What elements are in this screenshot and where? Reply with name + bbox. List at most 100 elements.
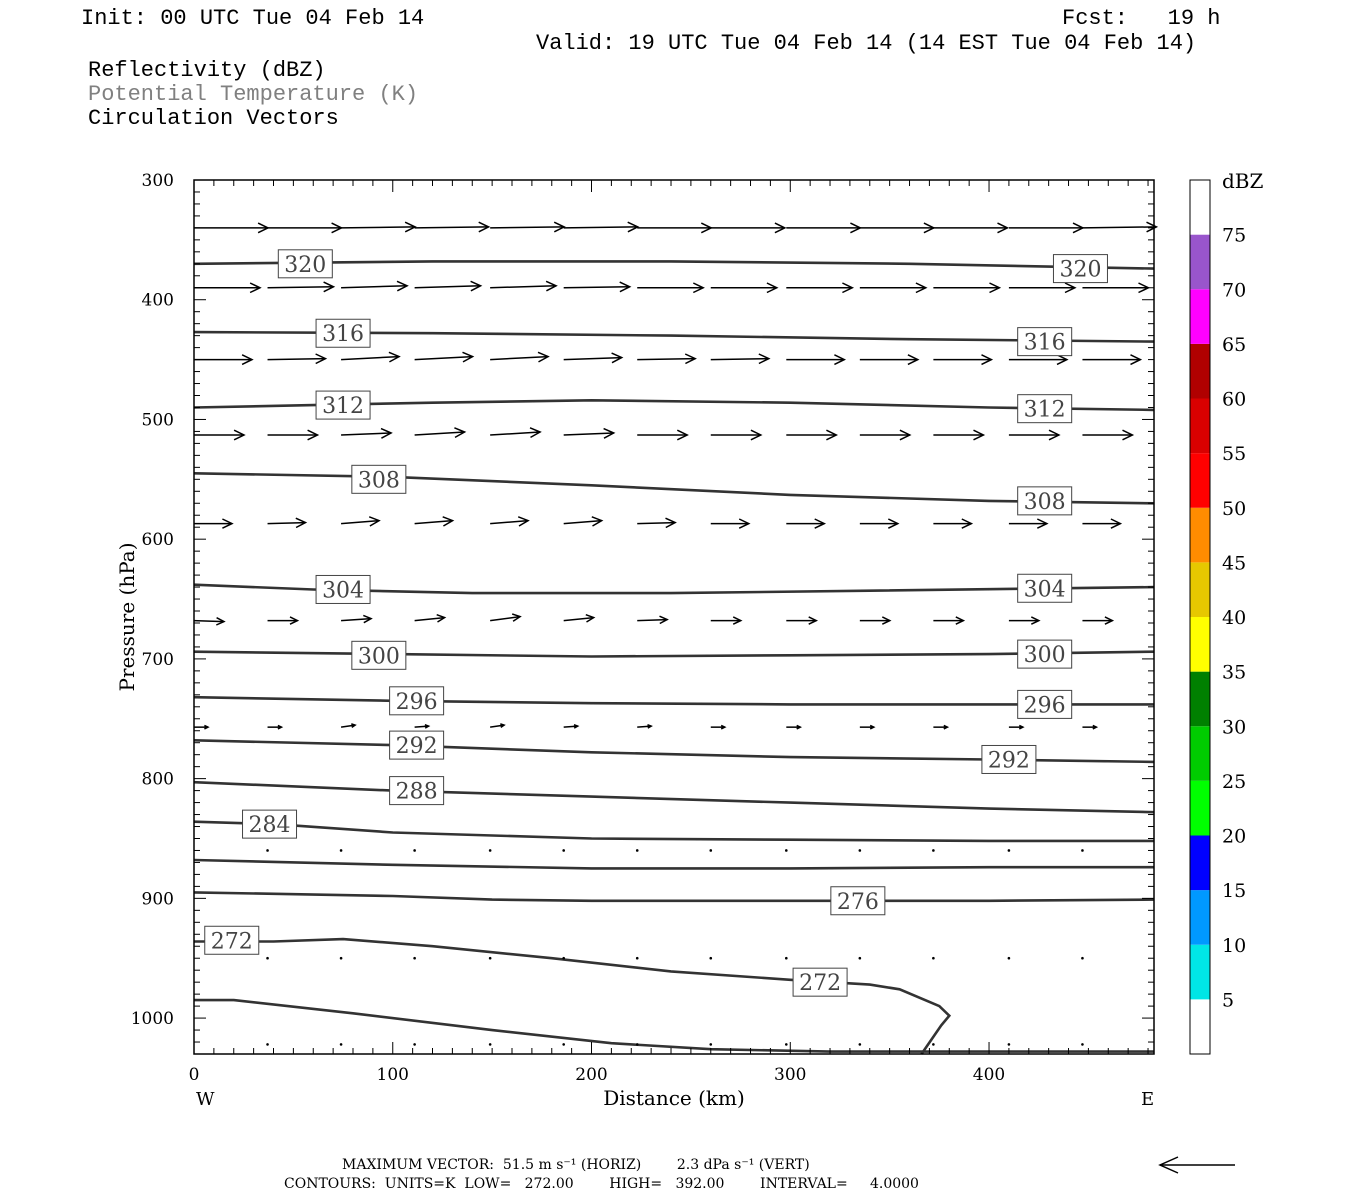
max-vector-text: MAXIMUM VECTOR: 51.5 m s⁻¹ (HORIZ) 2.3 d… <box>342 1157 810 1173</box>
contour-label-292: 292 <box>396 734 438 759</box>
y-tick-label: 500 <box>142 410 174 430</box>
y-tick-label: 700 <box>142 650 174 670</box>
contour-label-box <box>1052 254 1108 284</box>
vector-head <box>955 616 966 625</box>
vector-point <box>858 849 862 852</box>
contour-label-304: 304 <box>322 578 364 603</box>
contour-label-box <box>315 574 371 604</box>
vector-head <box>796 724 803 730</box>
colorbar-swatch <box>1190 835 1210 891</box>
vector-shaft <box>414 616 445 622</box>
vector-shaft <box>414 519 453 525</box>
x-tick-label: 300 <box>774 1065 806 1085</box>
theta-contour-308 <box>193 472 1155 505</box>
vector-head <box>424 723 431 729</box>
theta-contour-284 <box>193 820 1154 843</box>
vector-head <box>545 280 558 292</box>
vector-head <box>436 613 447 623</box>
vector-point <box>562 849 565 852</box>
vector-shaft <box>563 616 594 622</box>
vector-point <box>1007 956 1011 960</box>
vector-point <box>339 849 343 852</box>
vector-point <box>635 1043 639 1046</box>
colorbar-level-label: 20 <box>1222 826 1246 848</box>
contour-label-296: 296 <box>396 690 438 715</box>
vector-head <box>249 282 262 294</box>
vector-point <box>413 849 416 852</box>
vector-head <box>295 517 308 529</box>
y-tick-label: 800 <box>142 770 174 790</box>
x-tick-label: 200 <box>575 1065 607 1085</box>
vector-head <box>834 354 847 366</box>
vector-head <box>396 280 409 292</box>
vector-point <box>413 956 416 960</box>
contour-label-320: 320 <box>1059 258 1101 283</box>
vector-head <box>537 351 550 363</box>
vector-head <box>738 518 751 529</box>
colorbar-level-label: 30 <box>1222 716 1246 738</box>
vector-head <box>842 282 855 294</box>
y-tick-label: 1000 <box>131 1009 174 1029</box>
contour-label-box <box>389 686 445 716</box>
vector-point <box>858 956 862 960</box>
vector-head <box>826 429 839 441</box>
vector-shaft <box>414 226 489 229</box>
vector-head <box>808 616 819 625</box>
vector-head <box>380 427 393 439</box>
vector-point <box>488 1043 492 1046</box>
colorbar-swatch <box>1190 453 1210 508</box>
vector-head <box>470 280 483 292</box>
vector-head <box>603 427 616 439</box>
vector-head <box>289 616 300 625</box>
vector-head <box>814 518 827 529</box>
contour-label-box <box>204 925 260 955</box>
vector-point <box>1007 849 1011 852</box>
contour-label-box <box>315 318 371 348</box>
contour-label-320: 320 <box>284 253 326 278</box>
contour-label-box <box>1017 689 1073 719</box>
vector-shaft <box>563 286 630 289</box>
x-tick-label: 400 <box>973 1065 1005 1085</box>
vector-head <box>442 516 455 527</box>
contour-label-box <box>351 464 407 494</box>
theta-contour-304 <box>193 583 1155 595</box>
colorbar-level-label: 45 <box>1222 552 1246 574</box>
vector-head <box>899 429 912 441</box>
vector-point <box>858 1043 862 1046</box>
vector-shaft <box>267 521 306 525</box>
vector-head <box>1030 616 1041 625</box>
vector-head <box>323 281 336 293</box>
contour-label-box <box>1017 394 1073 424</box>
contour-label-272: 272 <box>799 971 841 996</box>
vector-point <box>339 1043 343 1046</box>
vector-head <box>676 429 689 441</box>
vector-shaft <box>563 519 602 525</box>
vector-point <box>1081 849 1084 852</box>
field-label-theta: Potential Temperature (K) <box>88 82 419 107</box>
vector-shaft <box>341 355 400 361</box>
init-time: Init: 00 UTC Tue 04 Feb 14 <box>81 6 425 31</box>
contour-label-308: 308 <box>358 468 400 493</box>
colorbar-swatch <box>1190 944 1210 1000</box>
colorbar-level-label: 50 <box>1222 498 1246 520</box>
theta-contour-288 <box>193 780 1155 814</box>
vector-head <box>981 354 994 366</box>
x-axis-label: Distance (km) <box>603 1086 745 1110</box>
vector-head <box>591 516 604 527</box>
vector-head <box>517 516 530 527</box>
contour-label-box <box>830 886 886 916</box>
colorbar-swatch <box>1190 671 1210 727</box>
vector-shaft <box>490 724 505 728</box>
vector-head <box>1018 724 1025 730</box>
colorbar-level-label: 60 <box>1222 389 1246 411</box>
contour-label-312: 312 <box>322 394 364 419</box>
colorbar-level-label: 35 <box>1222 662 1246 684</box>
vector-shaft <box>341 519 380 525</box>
colorbar-level-label: 55 <box>1222 443 1246 465</box>
theta-contours <box>193 260 1155 1055</box>
contour-label-276: 276 <box>837 890 879 915</box>
contour-label-box <box>315 390 371 420</box>
vector-shaft <box>490 519 529 525</box>
theta-contour-296 <box>193 695 1154 706</box>
vector-head <box>315 353 328 365</box>
